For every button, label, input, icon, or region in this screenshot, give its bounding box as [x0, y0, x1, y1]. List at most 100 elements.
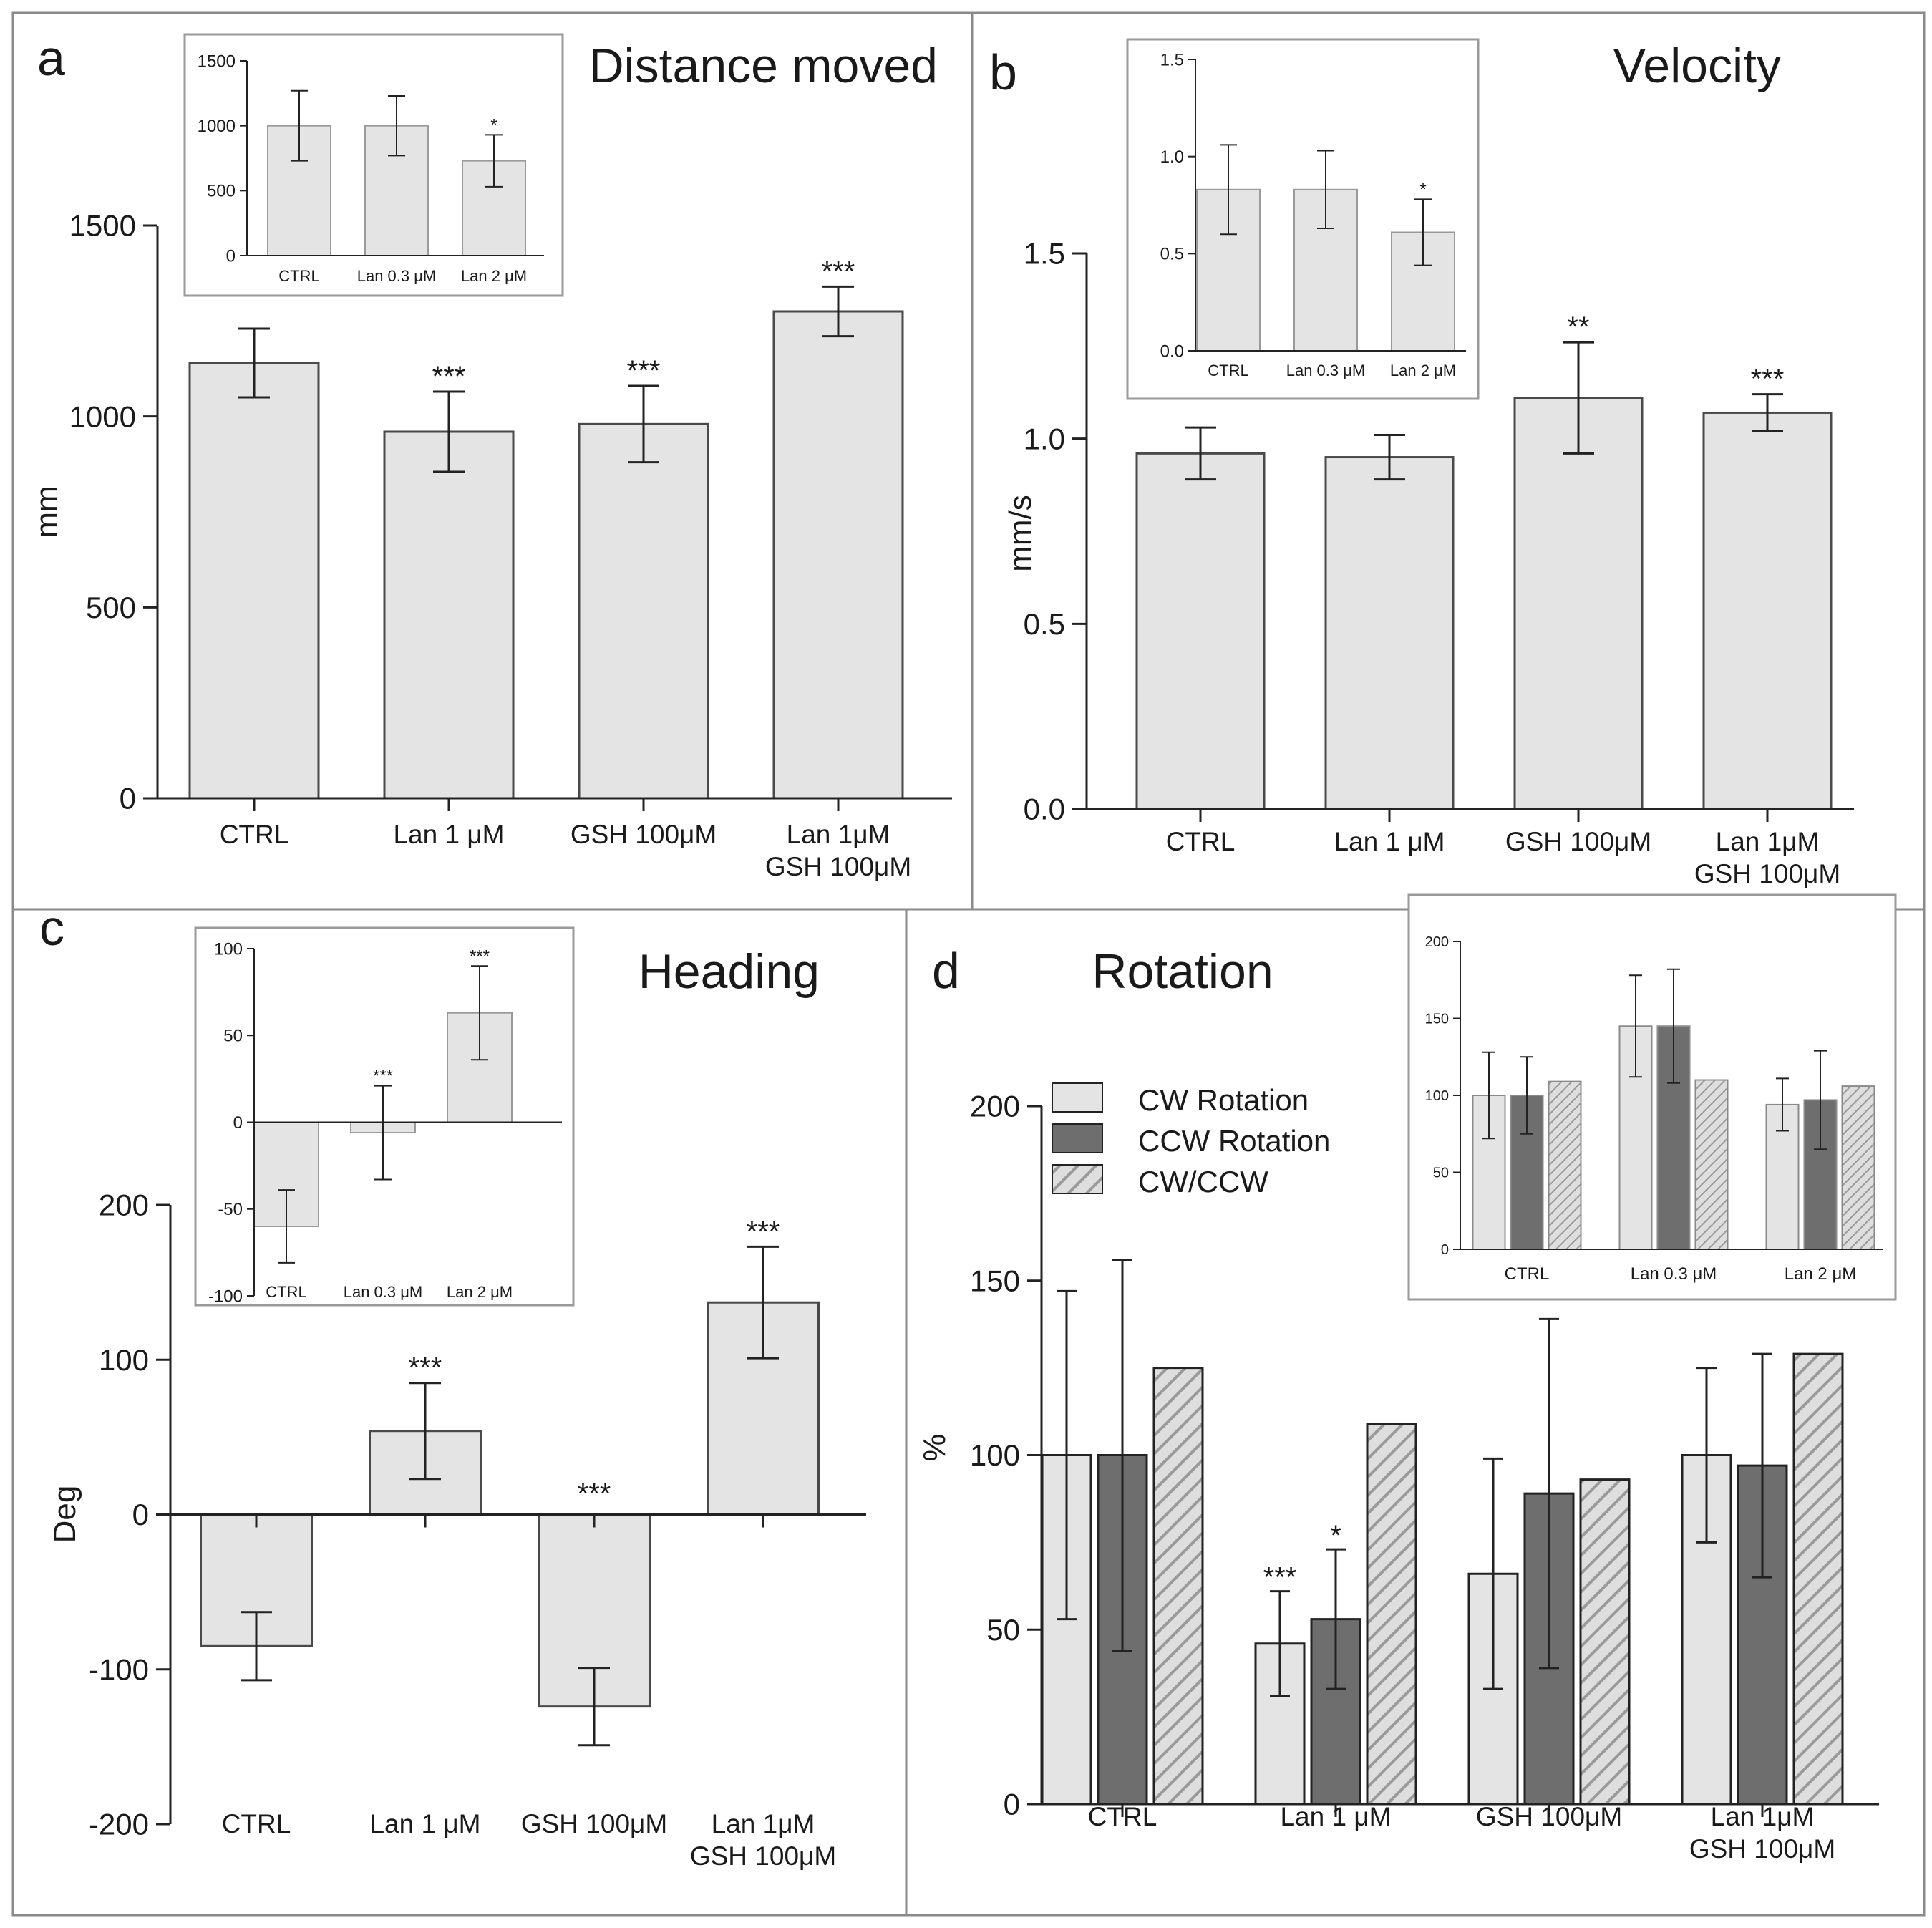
inset-y-tick-label: -100: [208, 1287, 243, 1306]
inset-x-tick-label: CTRL: [278, 267, 319, 285]
inset-y-tick-label: 0: [226, 246, 236, 266]
inset-y-tick-label: 0: [233, 1113, 243, 1133]
x-tick-label: CTRL: [220, 820, 289, 849]
x-tick-label: Lan 1 μM: [1334, 827, 1445, 856]
panel-letter: a: [37, 30, 65, 86]
x-tick-label: GSH 100μM: [1694, 859, 1840, 888]
inset-x-tick-label: Lan 0.3 μM: [1631, 1264, 1717, 1284]
inset-x-tick-label: Lan 2 μM: [447, 1283, 513, 1301]
inset-significance-label: ***: [470, 946, 490, 966]
inset-y-tick-label: 100: [214, 939, 243, 959]
inset-y-tick-label: 1.5: [1160, 50, 1184, 69]
y-tick-label: 0: [1004, 1788, 1020, 1821]
significance-label: ***: [578, 1478, 611, 1510]
y-tick-label: -100: [89, 1652, 149, 1686]
inset-x-tick-label: Lan 0.3 μM: [344, 1283, 423, 1301]
legend-swatch-light: [1052, 1082, 1103, 1113]
x-tick-label: GSH 100μM: [1505, 827, 1651, 856]
panel-c: c Heading Deg CTRL *** Lan 1 μM *** GSH 100μM **…: [39, 900, 866, 1871]
significance-label: ***: [1751, 364, 1785, 395]
inset-y-tick-label: 0.0: [1160, 341, 1184, 361]
inset-x-tick-label: CTRL: [266, 1283, 306, 1301]
y-tick-label: 0.0: [1024, 793, 1065, 826]
y-tick-label: 100: [970, 1438, 1020, 1472]
x-tick-label: CTRL: [1088, 1802, 1157, 1831]
y-tick-label: 200: [970, 1090, 1020, 1123]
inset-y-tick-label: 200: [1425, 934, 1449, 950]
x-tick-label: GSH 100μM: [1476, 1802, 1622, 1831]
legend-label: CCW Rotation: [1138, 1124, 1330, 1158]
inset-frame: [194, 926, 575, 1307]
inset-x-tick-label: Lan 2 μM: [1390, 362, 1456, 379]
inset-y-tick-label: 0: [1441, 1242, 1449, 1258]
y-tick-label: 200: [99, 1188, 149, 1222]
significance-label: ***: [1263, 1562, 1297, 1594]
inset-bar-hatch: [1694, 1079, 1729, 1250]
y-tick-label: 1.0: [1024, 422, 1065, 455]
bar: [1702, 411, 1833, 810]
y-tick-label: 1000: [69, 399, 136, 433]
y-tick-label: 0: [132, 1498, 149, 1531]
legend-swatch-dark: [1052, 1123, 1103, 1153]
x-tick-label: CTRL: [222, 1809, 291, 1839]
y-tick-label: 1.5: [1024, 237, 1065, 271]
significance-label: *: [1330, 1520, 1341, 1551]
inset-y-tick-label: 150: [1425, 1012, 1449, 1027]
y-tick-label: 1500: [69, 209, 136, 243]
x-tick-label: Lan 1 μM: [1280, 1802, 1391, 1831]
inset-x-tick-label: CTRL: [1208, 362, 1248, 379]
significance-label: ***: [409, 1352, 442, 1384]
bar-hatch: [1152, 1367, 1204, 1806]
inset-y-tick-label: 1000: [198, 117, 236, 136]
x-tick-label: GSH 100μM: [1689, 1834, 1835, 1864]
bar-hatch: [1579, 1478, 1631, 1806]
y-tick-label: 50: [986, 1613, 1020, 1647]
x-tick-label: GSH 100μM: [690, 1841, 836, 1871]
legend-swatch-hatch: [1052, 1164, 1103, 1194]
inset-x-tick-label: Lan 0.3 μM: [1286, 362, 1366, 379]
significance-label: ***: [822, 256, 855, 287]
y-tick-label: 100: [99, 1343, 149, 1377]
inset-significance-label: ***: [373, 1067, 393, 1086]
panel-letter: b: [989, 44, 1017, 100]
chart-title: Distance moved: [588, 39, 938, 93]
bar: [1135, 452, 1266, 810]
y-axis-label: mm: [29, 485, 64, 538]
x-tick-label: Lan 1μM: [1711, 1802, 1815, 1831]
x-tick-label: GSH 100μM: [521, 1809, 667, 1839]
y-tick-label: 0.5: [1024, 607, 1065, 641]
y-axis-label: mm/s: [1003, 495, 1038, 572]
bar: [772, 310, 904, 800]
y-tick-label: -200: [89, 1808, 149, 1841]
bar: [578, 422, 709, 800]
bar: [1513, 397, 1644, 810]
bar-hatch: [1792, 1352, 1844, 1806]
y-tick-label: 500: [86, 591, 136, 624]
panel-a: a Distance moved mm CTRL *** Lan 1 μM *** GSH 1…: [29, 30, 952, 881]
inset-y-tick-label: 50: [1433, 1166, 1449, 1181]
inset-x-tick-label: Lan 2 μM: [1785, 1264, 1857, 1284]
chart-title: Rotation: [1092, 944, 1273, 999]
inset-y-tick-label: 0.5: [1160, 245, 1184, 264]
x-tick-label: Lan 1 μM: [369, 1809, 480, 1839]
y-axis-label: %: [917, 1433, 952, 1461]
significance-label: ***: [627, 355, 661, 387]
legend-label: CW Rotation: [1138, 1083, 1309, 1117]
inset-y-tick-label: 1500: [198, 52, 236, 71]
inset-significance-label: *: [490, 115, 497, 135]
inset-y-tick-label: 500: [207, 182, 236, 201]
significance-label: ***: [432, 361, 466, 392]
inset-x-tick-label: Lan 0.3 μM: [357, 267, 437, 285]
inset-y-tick-label: 50: [223, 1027, 243, 1046]
inset-y-tick-label: 100: [1425, 1088, 1449, 1104]
significance-label: ***: [747, 1216, 780, 1247]
bar: [188, 362, 320, 800]
inset-significance-label: *: [1419, 180, 1426, 199]
bar-hatch: [1366, 1423, 1417, 1806]
y-tick-label: 0: [120, 782, 136, 815]
inset-bar-hatch: [1548, 1080, 1582, 1251]
inset-x-tick-label: CTRL: [1505, 1264, 1550, 1284]
inset-bar-hatch: [1841, 1085, 1875, 1250]
bar: [1324, 456, 1455, 810]
